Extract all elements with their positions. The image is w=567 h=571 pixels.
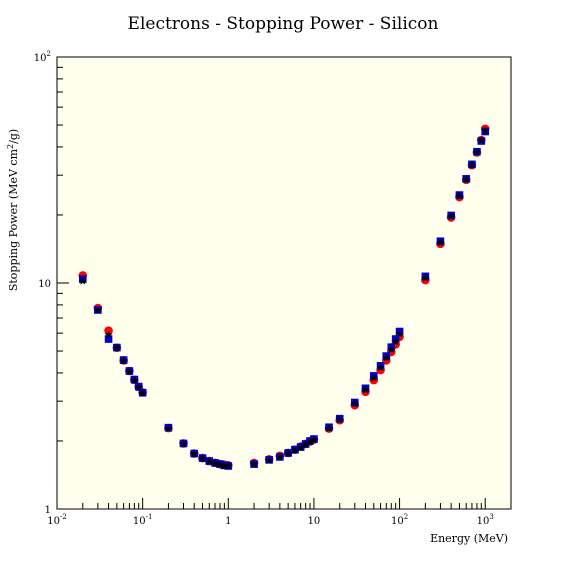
x-tick-label: 103 xyxy=(477,513,494,527)
x-tick-label-base: 10 xyxy=(308,516,321,527)
x-tick-label-exponent: -1 xyxy=(146,513,153,521)
data-point-star xyxy=(350,399,359,408)
data-markers xyxy=(78,124,490,470)
data-point-star xyxy=(104,330,113,339)
data-point-star xyxy=(164,424,173,432)
data-point-star xyxy=(215,460,224,469)
y-tick-label-base: 10 xyxy=(38,279,51,290)
data-point-star xyxy=(205,457,214,466)
data-point-star xyxy=(436,238,445,246)
data-point-star xyxy=(477,136,486,144)
data-point-star xyxy=(467,160,476,169)
x-tick-label-base: 1 xyxy=(225,516,231,527)
data-point-star xyxy=(265,456,274,464)
x-tick-label: 102 xyxy=(391,513,408,527)
data-point-star xyxy=(296,443,305,451)
y-tick-label-base: 10 xyxy=(34,53,47,64)
x-tick-label-exponent: 2 xyxy=(404,513,408,521)
data-point-star xyxy=(301,440,310,448)
data-point-star xyxy=(447,212,456,220)
data-point-star xyxy=(190,449,199,458)
data-point-star xyxy=(224,461,233,470)
y-tick-label: 1 xyxy=(45,505,51,516)
x-tick-label: 10-1 xyxy=(133,513,153,527)
data-point-star xyxy=(462,175,471,183)
y-tick-label-exponent: 2 xyxy=(47,50,51,58)
y-tick-label: 10 xyxy=(38,279,51,290)
data-point-star xyxy=(130,376,139,384)
data-point-star xyxy=(119,356,128,365)
data-point-star xyxy=(290,446,299,454)
data-point-star xyxy=(391,337,400,346)
x-tick-label-base: 10 xyxy=(47,516,60,527)
data-point-star xyxy=(455,192,464,200)
x-axis-title: Energy (MeV) xyxy=(430,532,508,545)
x-tick-label: 1 xyxy=(225,516,231,527)
data-point-star xyxy=(134,383,143,392)
data-point-star xyxy=(481,126,490,135)
data-point-star xyxy=(325,424,334,432)
x-tick-label-base: 10 xyxy=(391,516,404,527)
x-tick-label: 10-2 xyxy=(47,513,67,527)
x-tick-label-exponent: 3 xyxy=(489,513,493,521)
plot-area xyxy=(56,56,512,510)
chart-title: Electrons - Stopping Power - Silicon xyxy=(128,14,439,34)
data-point-star xyxy=(421,274,430,282)
data-point-star xyxy=(198,454,207,463)
x-tick-label-base: 10 xyxy=(133,516,146,527)
series-star xyxy=(78,126,490,470)
data-point-star xyxy=(78,276,87,285)
y-axis-title-end: /g) xyxy=(7,129,20,144)
data-point-star xyxy=(309,435,318,444)
y-axis-title-text: Stopping Power (MeV cm xyxy=(7,148,20,291)
data-point-star xyxy=(179,439,188,448)
data-point-star xyxy=(382,353,391,362)
data-point-star xyxy=(369,373,378,382)
data-point-star xyxy=(93,306,102,314)
data-point-square xyxy=(104,335,113,343)
y-tick-label: 102 xyxy=(34,50,51,64)
x-tick-label-base: 10 xyxy=(477,516,490,527)
data-point-star xyxy=(361,385,370,394)
data-point-star xyxy=(306,437,315,446)
x-tick-label: 10 xyxy=(308,516,321,527)
data-point-star xyxy=(387,345,396,353)
data-point-star xyxy=(138,389,147,397)
data-point-star xyxy=(211,459,220,467)
data-point-star xyxy=(125,367,134,376)
data-point-star xyxy=(395,329,404,338)
data-point-star xyxy=(275,452,284,461)
y-axis-title: Stopping Power (MeV cm2/g) xyxy=(6,129,20,291)
data-point-star xyxy=(112,343,121,352)
x-tick-label-exponent: -2 xyxy=(60,513,67,521)
data-point-star xyxy=(284,449,293,457)
data-point-star xyxy=(472,148,481,156)
data-point-star xyxy=(250,459,259,468)
data-point-star xyxy=(335,415,344,424)
y-tick-label-base: 1 xyxy=(45,505,51,516)
data-point-star xyxy=(376,363,385,372)
y-axis-title-superscript: 2 xyxy=(6,144,15,149)
